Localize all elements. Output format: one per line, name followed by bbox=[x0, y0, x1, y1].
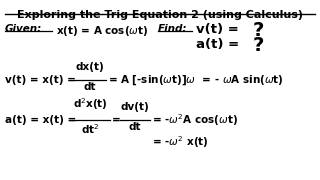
Text: v(t) = x(t) =: v(t) = x(t) = bbox=[5, 75, 76, 85]
Text: dt: dt bbox=[84, 82, 96, 92]
Text: v(t) =: v(t) = bbox=[196, 23, 244, 36]
Text: a(t) = x(t) =: a(t) = x(t) = bbox=[5, 115, 76, 125]
Text: ?: ? bbox=[253, 21, 264, 40]
Text: Given:: Given: bbox=[5, 24, 42, 34]
Text: Exploring the Trig Equation 2 (using Calculus): Exploring the Trig Equation 2 (using Cal… bbox=[17, 10, 303, 20]
Text: dt$^2$: dt$^2$ bbox=[81, 122, 99, 136]
Text: =: = bbox=[112, 115, 121, 125]
Text: x(t) = A cos($\omega$t): x(t) = A cos($\omega$t) bbox=[56, 24, 148, 38]
Text: dv(t): dv(t) bbox=[121, 102, 149, 112]
Text: = -$\omega^2$A cos($\omega$t): = -$\omega^2$A cos($\omega$t) bbox=[152, 112, 238, 128]
Text: a(t) =: a(t) = bbox=[196, 38, 244, 51]
Text: d$^2$x(t): d$^2$x(t) bbox=[73, 96, 108, 112]
Text: = -$\omega^2$ x(t): = -$\omega^2$ x(t) bbox=[152, 134, 209, 150]
Text: dx(t): dx(t) bbox=[76, 62, 104, 72]
Text: dt: dt bbox=[129, 122, 141, 132]
Text: Find:: Find: bbox=[158, 24, 188, 34]
Text: ?: ? bbox=[253, 36, 264, 55]
Text: = A [-sin($\omega$t)]$\omega$  = - $\omega$A sin($\omega$t): = A [-sin($\omega$t)]$\omega$ = - $\omeg… bbox=[108, 73, 284, 87]
